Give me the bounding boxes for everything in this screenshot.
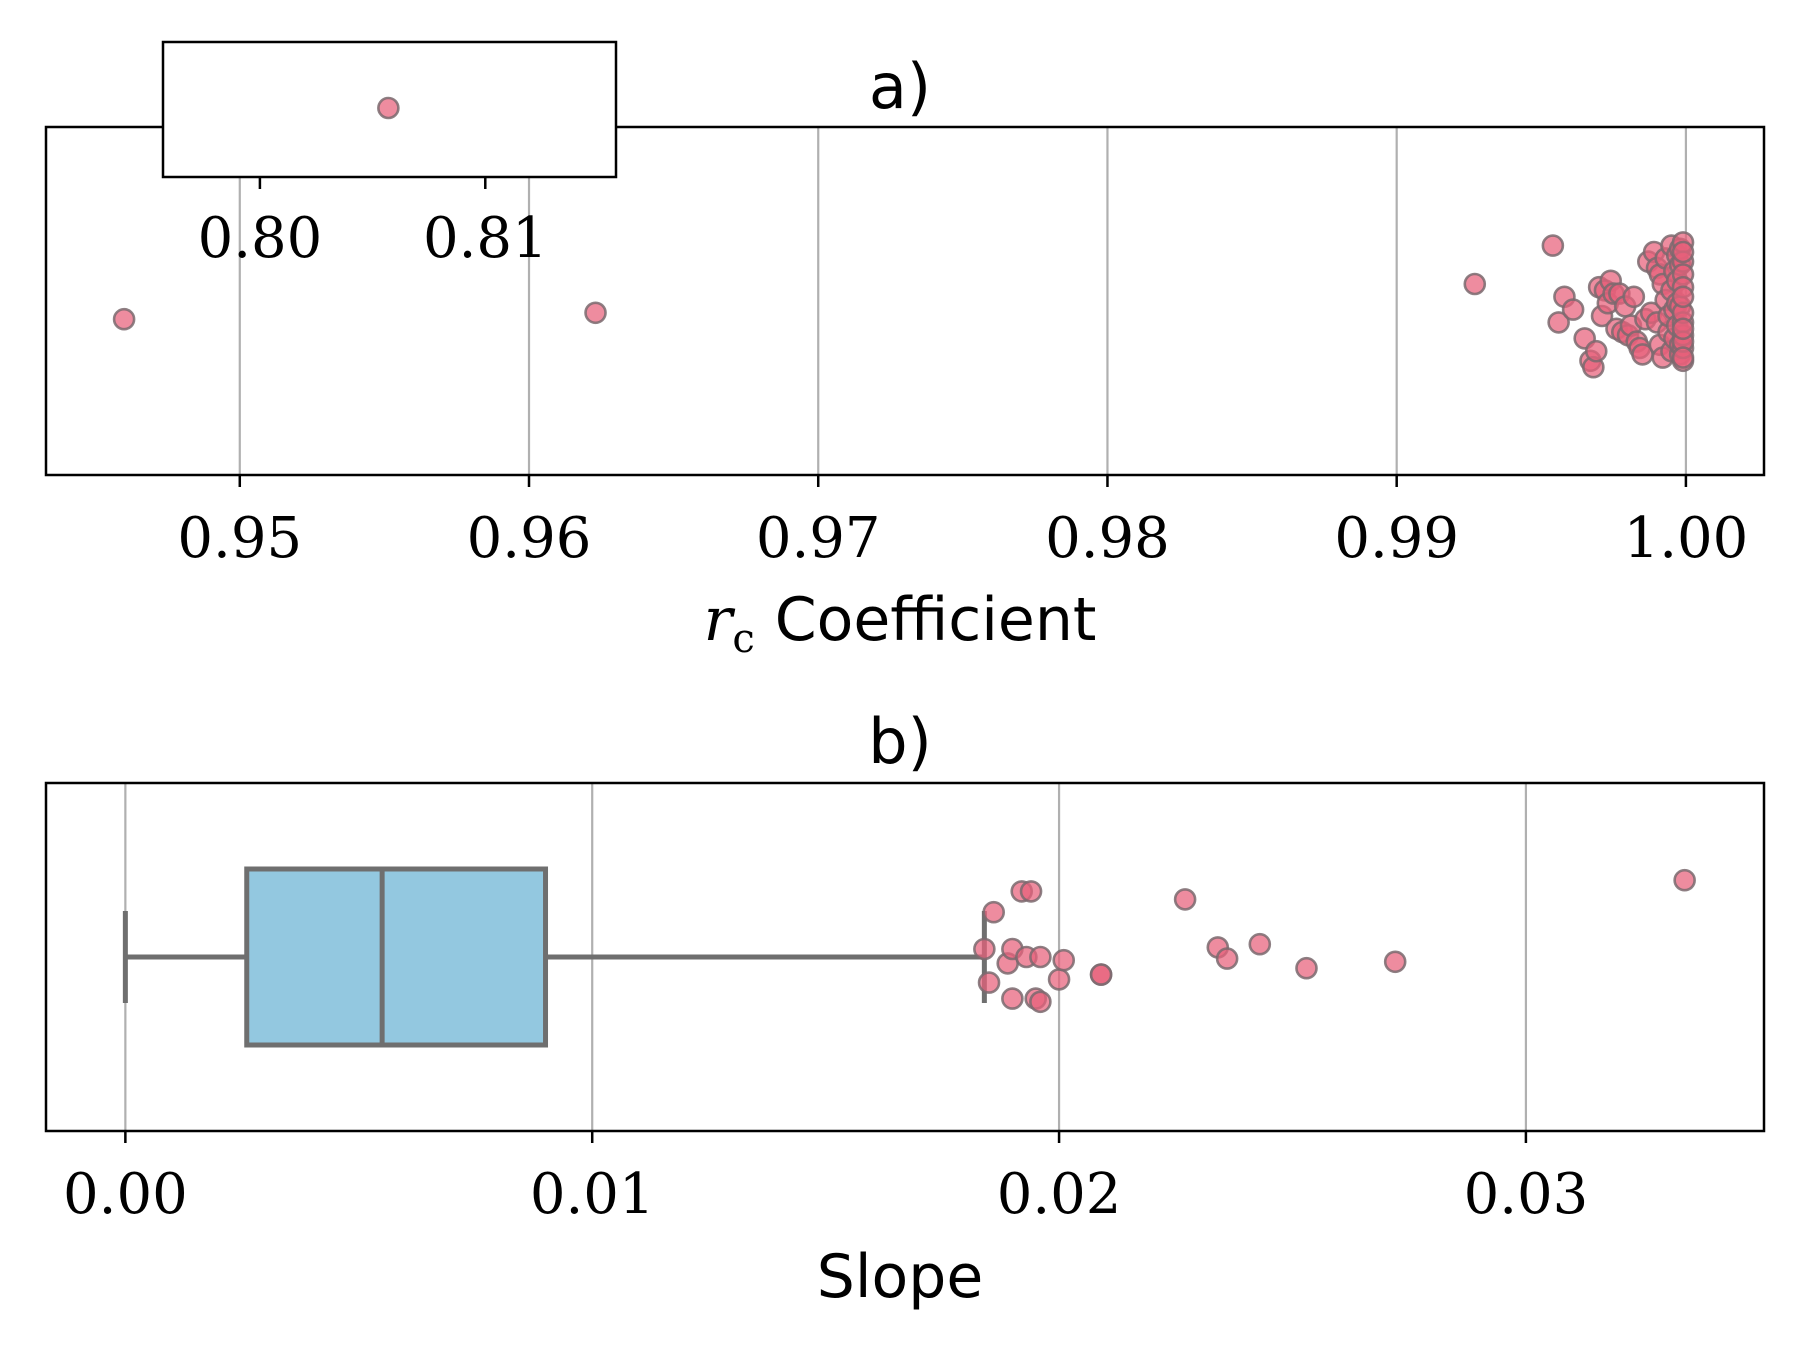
x-tick-label: 0.95 (177, 506, 302, 571)
outlier-point (1019, 880, 1043, 903)
data-point (584, 301, 607, 325)
inset-points (377, 96, 400, 120)
outlier-point (1173, 888, 1197, 911)
x-tick-label: 0.98 (1045, 506, 1170, 571)
inset-tick-label: 0.81 (423, 206, 548, 271)
panel-a-points (112, 231, 1695, 379)
outlier-point (1295, 956, 1318, 980)
x-label-text: Coefficient (775, 585, 1097, 655)
data-point (1671, 240, 1695, 264)
panel-b-outliers (973, 868, 1696, 1014)
panel-b-title: b) (868, 705, 932, 778)
outlier-point (1029, 945, 1052, 969)
panel-a-x-ticks: 0.95 0.96 0.97 0.98 0.99 1.00 (177, 475, 1748, 571)
inset-data-point (377, 96, 400, 120)
panel-b: b) 0.00 0.01 0.02 0.03 Slope (44, 705, 1766, 1312)
x-tick-label: 0.99 (1334, 506, 1459, 571)
outlier-point (1673, 868, 1696, 892)
data-point (1584, 339, 1608, 363)
inset-x-ticks: 0.80 0.81 (198, 177, 548, 271)
data-point (1541, 234, 1565, 257)
x-tick-label: 1.00 (1624, 506, 1749, 571)
panel-b-boxplot (122, 866, 987, 1048)
x-tick-label: 0.03 (1464, 1162, 1589, 1227)
data-point (112, 307, 136, 331)
outlier-point (1029, 990, 1052, 1014)
x-label-variable: r (704, 585, 736, 655)
panel-b-x-label: Slope (817, 1242, 983, 1312)
inset-tick-label: 0.80 (198, 206, 323, 271)
data-point (1463, 272, 1487, 296)
panel-b-frame (44, 781, 1766, 1133)
outlier-point (1248, 932, 1272, 956)
outlier-point (977, 971, 1001, 994)
outlier-point (1052, 948, 1076, 972)
x-tick-label: 0.97 (756, 506, 881, 571)
outlier-point (973, 937, 996, 961)
data-point (1671, 317, 1695, 341)
outlier-point (1089, 963, 1113, 986)
data-point (1622, 285, 1646, 309)
panel-b-x-ticks: 0.00 0.01 0.02 0.03 (63, 1131, 1588, 1227)
data-point (1547, 311, 1570, 334)
panel-a-frame (44, 125, 1766, 477)
x-tick-label: 0.02 (997, 1162, 1122, 1227)
panel-a: a) 0.95 0.96 0.97 0.98 0.99 1.00 rc Coefficien… (44, 40, 1766, 662)
outlier-point (982, 900, 1006, 924)
x-tick-label: 0.96 (467, 506, 592, 571)
outlier-point (1383, 950, 1407, 974)
data-point (1561, 298, 1585, 321)
iqr-box (244, 866, 549, 1048)
x-label-subscript: c (732, 616, 754, 662)
data-point (1671, 346, 1695, 369)
panel-a-inset: 0.80 0.81 (161, 40, 618, 271)
panel-a-title: a) (869, 50, 931, 123)
outlier-point (1047, 968, 1071, 991)
data-point (1671, 285, 1695, 309)
outlier-point (1001, 987, 1024, 1010)
x-tick-label: 0.00 (63, 1162, 188, 1227)
panel-a-x-label: rc Coefficient (704, 585, 1097, 662)
outlier-point (1215, 947, 1239, 970)
x-tick-label: 0.01 (530, 1162, 655, 1227)
